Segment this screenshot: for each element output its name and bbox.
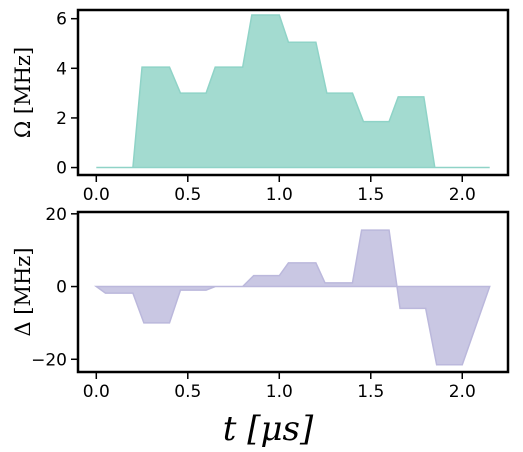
x-tick-label: 2.0 (449, 382, 476, 402)
x-tick-label: 1.5 (357, 185, 384, 205)
area-series-1 (96, 14, 490, 169)
y-tick-label: 4 (56, 59, 67, 79)
x-tick-label: 0.0 (83, 382, 110, 402)
x-tick-label: 0.5 (174, 185, 201, 205)
y-tick-label: 0 (56, 159, 67, 179)
plot-frame-1 (76, 8, 510, 177)
y-tick-label: 2 (56, 109, 67, 129)
x-tick-label: 0.5 (174, 382, 201, 402)
x-tick-label: 1.0 (266, 382, 293, 402)
x-tick-label: 1.5 (357, 382, 384, 402)
x-axis-label: t [μs] (223, 409, 314, 449)
y-tick-label: 0 (56, 278, 67, 298)
x-tick-label: 0.0 (83, 185, 110, 205)
x-tick-label: 2.0 (449, 185, 476, 205)
area-series-2 (93, 229, 491, 366)
y-tick-label: −20 (31, 350, 67, 370)
y-tick-label: 20 (45, 205, 67, 225)
y-axis-label-2: Δ [MHz] (11, 247, 35, 336)
y-axis-label-1: Ω [MHz] (11, 47, 35, 138)
plot-frame-2 (76, 210, 510, 374)
x-tick-label: 1.0 (266, 185, 293, 205)
y-tick-label: 6 (56, 10, 67, 30)
